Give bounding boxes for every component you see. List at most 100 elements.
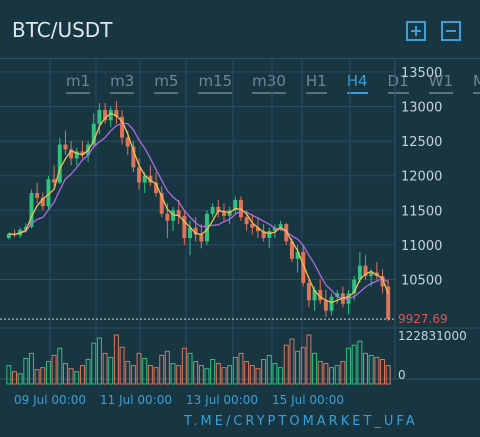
volume-bar <box>266 354 272 385</box>
volume-bar <box>108 356 114 385</box>
candle-body <box>103 109 108 121</box>
candle-body <box>182 215 187 238</box>
candle-body <box>46 179 51 207</box>
candle-body <box>108 109 113 121</box>
candle-body <box>142 175 147 183</box>
current-price-label: 9927.69 <box>398 312 448 326</box>
volume-bar <box>215 363 221 385</box>
candle-body <box>306 283 311 301</box>
volume-bar <box>142 357 148 385</box>
candle-body <box>250 224 255 228</box>
candle-body <box>221 211 226 216</box>
candle-body <box>23 226 28 230</box>
candlestick-chart[interactable]: 13500 13000 12500 12000 11500 11000 10500 9927.… <box>0 58 480 437</box>
tab-h4[interactable]: H4 <box>346 72 368 94</box>
volume-bar <box>289 338 295 385</box>
x-tick-label: 09 Jul 00:00 <box>14 393 86 407</box>
candle-body <box>6 233 11 238</box>
volume-bar <box>312 352 318 385</box>
volume-bar <box>227 365 233 385</box>
tab-mn[interactable]: MN <box>473 72 480 94</box>
volume-bar <box>283 344 289 385</box>
volume-bar <box>357 340 363 385</box>
volume-bar <box>159 354 165 385</box>
volume-bar <box>51 354 57 385</box>
candle-body <box>69 149 74 159</box>
candle-body <box>199 234 204 242</box>
volume-bar <box>323 363 329 385</box>
volume-bar <box>57 347 63 385</box>
candle-body <box>80 151 85 155</box>
candle-body <box>233 199 238 211</box>
candle-body <box>386 286 391 319</box>
volume-bar <box>249 365 255 385</box>
volume-zero-label: 0 <box>398 368 406 382</box>
volume-bar <box>261 359 267 385</box>
volume-bar <box>232 356 238 385</box>
volume-bar <box>244 361 250 385</box>
candle-body <box>97 109 102 124</box>
volume-bar <box>363 352 369 385</box>
candle-body <box>91 123 96 145</box>
volume-bar <box>334 365 340 385</box>
candle-body <box>380 276 385 287</box>
candle-body <box>159 193 164 214</box>
tab-m1[interactable]: m1 <box>66 72 91 94</box>
volume-bar <box>346 347 352 385</box>
candle-body <box>301 251 306 283</box>
tab-m3[interactable]: m3 <box>110 72 135 94</box>
volume-bar <box>317 361 323 385</box>
volume-bar <box>295 350 301 385</box>
candle-body <box>323 300 328 311</box>
candle-body <box>188 227 192 238</box>
volume-max-label: 122831000 <box>398 329 467 343</box>
volume-bar <box>181 347 187 385</box>
plus-icon[interactable] <box>406 21 426 41</box>
volume-bar <box>96 337 102 385</box>
volume-bar <box>198 365 204 385</box>
volume-bar <box>210 359 216 385</box>
tab-m30[interactable]: m30 <box>252 72 286 94</box>
tab-d1[interactable]: D1 <box>387 72 409 94</box>
candle-body <box>363 265 368 277</box>
watermark: T.ME/CRYPTOMARKET_UFA <box>184 414 418 429</box>
volume-bar <box>221 367 227 385</box>
volume-bar <box>340 361 346 385</box>
volume-bar <box>113 334 119 385</box>
y-tick-label: 12500 <box>401 135 442 150</box>
chart-header: BTC/USDT <box>0 0 480 59</box>
candle-body <box>295 251 300 259</box>
y-tick-label: 12000 <box>401 170 442 185</box>
candle-body <box>131 146 136 168</box>
candle-body <box>312 289 317 301</box>
y-tick-label: 10500 <box>401 274 442 289</box>
volume-bar <box>374 356 380 385</box>
volume-bar <box>368 354 374 385</box>
volume-bar <box>28 352 34 385</box>
candle-body <box>318 289 323 301</box>
y-tick-label: 13500 <box>401 66 442 81</box>
candle-body <box>261 231 266 238</box>
tab-w1[interactable]: W1 <box>428 72 453 94</box>
volume-bar <box>62 363 68 385</box>
volume-bar <box>204 368 210 385</box>
moving-average-slow <box>8 122 389 300</box>
volume-bar <box>119 346 125 385</box>
volume-bar <box>176 365 182 385</box>
tab-h1[interactable]: H1 <box>305 72 327 94</box>
candle-body <box>40 197 45 207</box>
volume-bar <box>102 352 108 385</box>
tab-m5[interactable]: m5 <box>154 72 179 94</box>
tab-m15[interactable]: m15 <box>198 72 233 94</box>
volume-bar <box>255 368 261 385</box>
candle-body <box>272 227 277 232</box>
volume-bar <box>385 365 391 385</box>
candle-body <box>210 206 215 214</box>
minus-icon[interactable] <box>441 21 461 41</box>
timeframe-tabs: m1 m3 m5 m15 m30 H1 H4 D1 W1 MN <box>66 72 480 94</box>
volume-bar <box>278 367 284 385</box>
volume-bar <box>238 352 244 385</box>
candle-body <box>63 144 68 150</box>
volume-bar <box>164 350 170 385</box>
volume-bar <box>329 367 335 385</box>
